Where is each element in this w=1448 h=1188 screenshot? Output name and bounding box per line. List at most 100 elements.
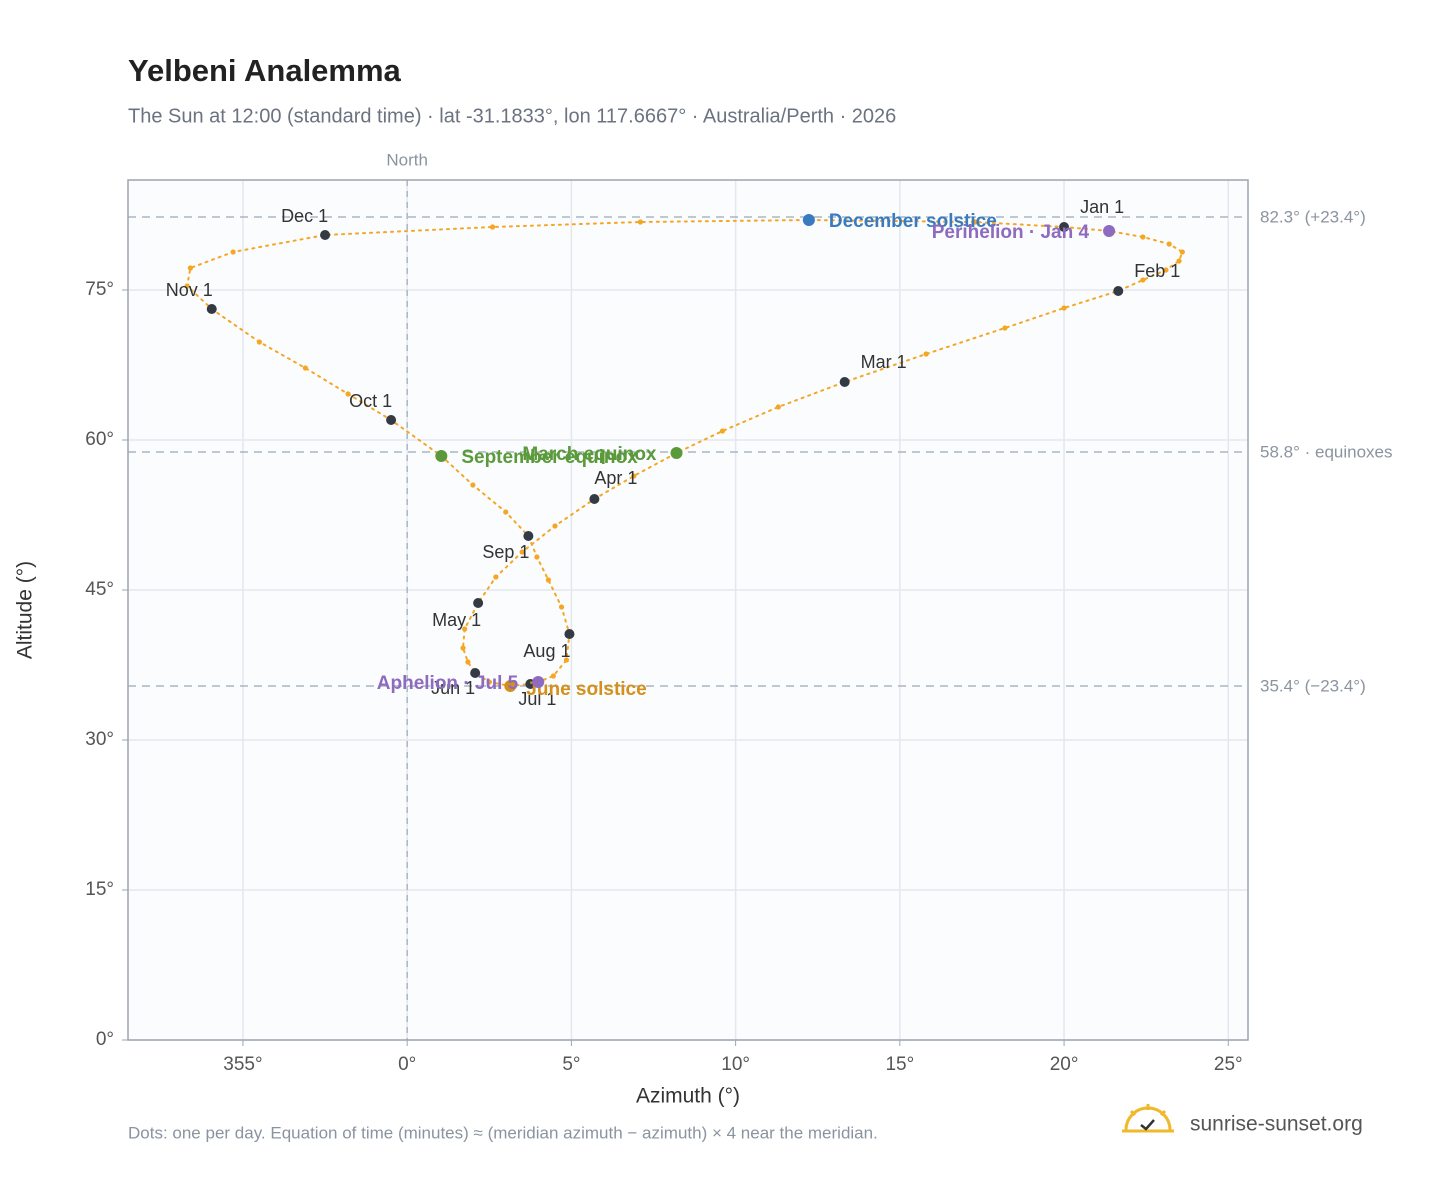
day-dot	[486, 679, 492, 685]
month-dot	[589, 494, 600, 504]
day-dot	[489, 224, 496, 230]
event-dot	[504, 680, 517, 692]
y-tick-label: 75°	[85, 279, 114, 300]
reference-label: 58.8° · equinoxes	[1260, 442, 1393, 461]
day-dot	[465, 659, 471, 665]
month-dot	[1113, 286, 1124, 296]
day-dot	[1176, 258, 1182, 264]
day-dot	[563, 657, 570, 663]
x-tick-label: 20°	[1050, 1054, 1079, 1075]
day-dot	[1163, 267, 1169, 273]
month-dot	[839, 377, 850, 387]
day-dot	[302, 365, 308, 371]
day-dot	[230, 249, 236, 255]
event-dot	[1103, 225, 1116, 237]
day-dot	[923, 351, 929, 357]
event-dot	[435, 450, 448, 462]
day-dot	[558, 604, 565, 610]
brand-name: sunrise-sunset.org	[1190, 1113, 1363, 1136]
y-tick-label: 15°	[85, 879, 114, 900]
day-dot	[550, 673, 556, 679]
month-label: Nov 1	[166, 280, 213, 300]
day-dot	[719, 428, 726, 434]
month-dot	[320, 230, 331, 240]
month-dot	[564, 629, 575, 639]
day-dot	[631, 473, 637, 479]
month-label: Jun 1	[431, 678, 475, 698]
y-tick-label: 30°	[85, 729, 114, 750]
day-dot	[1140, 277, 1146, 283]
y-tick-label: 45°	[85, 579, 114, 600]
month-label: Sep 1	[482, 542, 529, 562]
day-dot	[493, 574, 499, 580]
event-dot	[670, 447, 683, 459]
event-label: June solstice	[526, 679, 646, 700]
event-label: September equinox	[461, 447, 638, 468]
day-dot	[462, 626, 468, 632]
chart-subtitle: The Sun at 12:00 (standard time) · lat -…	[128, 105, 896, 127]
event-label: Aphelion · Jul 5	[377, 673, 519, 694]
month-dot	[473, 598, 484, 608]
event-label: March equinox	[522, 444, 657, 465]
plot-frame	[127, 179, 1249, 1041]
day-dot	[552, 523, 558, 529]
chart-title: Yelbeni Analemma	[128, 53, 402, 88]
month-label: Oct 1	[349, 391, 392, 411]
day-dot	[775, 404, 781, 410]
month-dot	[523, 531, 534, 541]
month-label: Aug 1	[523, 641, 570, 661]
month-label: Mar 1	[861, 352, 907, 372]
month-label: May 1	[432, 610, 481, 630]
month-dot	[1059, 222, 1070, 232]
month-label: Jan 1	[1080, 197, 1124, 217]
day-dot	[503, 509, 509, 515]
month-dot	[386, 415, 397, 425]
x-tick-label: 0°	[398, 1054, 416, 1075]
reference-label: 82.3° (+23.4°)	[1260, 207, 1366, 226]
month-dot	[470, 668, 481, 678]
day-dot	[1179, 249, 1185, 255]
day-dot	[184, 283, 190, 289]
month-dot	[206, 304, 217, 314]
y-tick-label: 60°	[85, 429, 114, 450]
day-dot	[519, 549, 525, 555]
day-dot	[345, 391, 351, 397]
event-label: December solstice	[829, 211, 997, 232]
x-tick-label: 5°	[562, 1054, 580, 1075]
marks: Jan 1 Feb 1 Mar 1 Apr 1 May 1 Jun 1 Jul 1 Aug 1…	[166, 197, 1185, 709]
month-label: Dec 1	[281, 206, 328, 226]
day-dot	[187, 265, 194, 271]
x-tick-label: 355°	[223, 1054, 262, 1075]
reference-label: 35.4° (−23.4°)	[1260, 676, 1366, 695]
x-tick-label: 15°	[885, 1054, 914, 1075]
day-dot	[256, 339, 262, 345]
day-dot	[972, 219, 978, 225]
month-label: Feb 1	[1134, 261, 1180, 281]
analemma-line	[186, 218, 1184, 688]
plot-area	[128, 180, 1248, 1040]
x-tick-label: 10°	[721, 1054, 750, 1075]
y-axis-title: Altitude (°)	[14, 561, 37, 659]
day-dot	[545, 577, 552, 583]
event-dot	[802, 214, 815, 226]
day-dot	[534, 554, 540, 560]
day-dot	[460, 645, 466, 651]
day-dot	[1061, 305, 1067, 311]
brand-logo	[1122, 1104, 1174, 1133]
footnote: Dots: one per day. Equation of time (min…	[128, 1123, 878, 1142]
y-tick-label: 0°	[96, 1029, 114, 1050]
meridian-label: North	[386, 150, 428, 169]
day-dot	[470, 482, 476, 488]
event-dot	[532, 676, 545, 688]
day-dot	[637, 219, 643, 225]
month-label: Jul 1	[518, 689, 556, 709]
event-label: Perihelion · Jan 4	[932, 222, 1090, 243]
day-dot	[1166, 241, 1172, 247]
day-dot	[1002, 325, 1008, 331]
month-label: Apr 1	[594, 468, 637, 488]
x-tick-label: 25°	[1214, 1054, 1243, 1075]
x-axis-title: Azimuth (°)	[636, 1085, 740, 1108]
grid	[122, 180, 1248, 1046]
day-dot	[1140, 234, 1146, 240]
